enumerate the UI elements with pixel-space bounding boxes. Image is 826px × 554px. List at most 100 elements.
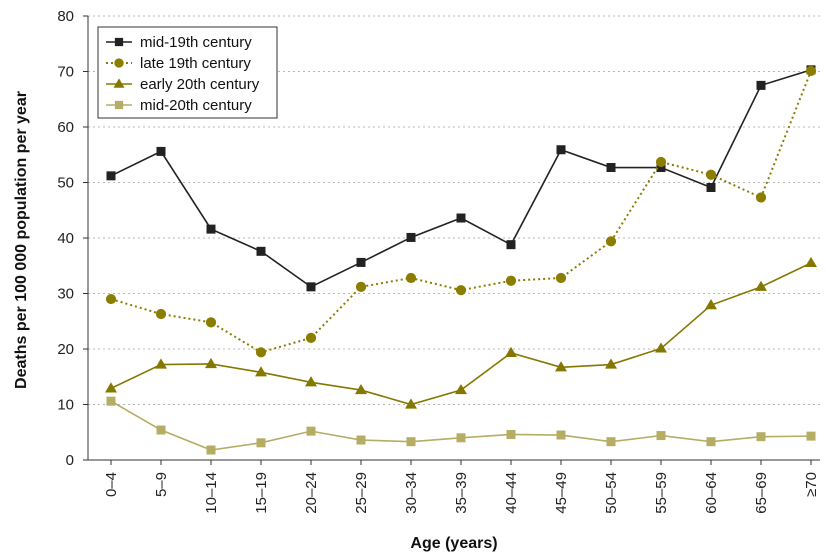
x-tick-label: 45–49 bbox=[553, 472, 570, 514]
x-tick-label: 40–44 bbox=[503, 472, 520, 514]
legend: mid-19th century late 19th century early 2… bbox=[97, 26, 278, 119]
series-1 bbox=[106, 65, 816, 292]
legend-marker bbox=[113, 78, 125, 88]
data-point bbox=[105, 382, 117, 393]
legend-label: early 20th century bbox=[140, 76, 260, 93]
data-point bbox=[556, 145, 566, 155]
x-tick-label: 0–4 bbox=[103, 472, 120, 497]
y-tick-label: 20 bbox=[57, 341, 74, 358]
x-tick-label: 15–19 bbox=[253, 472, 270, 514]
data-point bbox=[705, 299, 717, 310]
data-point bbox=[205, 357, 217, 369]
x-tick-label: 25–29 bbox=[353, 472, 370, 514]
data-point bbox=[406, 232, 416, 242]
data-point bbox=[655, 156, 667, 168]
x-tick-label: 60–64 bbox=[703, 472, 720, 514]
data-point bbox=[705, 169, 717, 180]
data-point bbox=[506, 429, 516, 439]
data-point bbox=[156, 425, 166, 435]
data-point bbox=[256, 246, 266, 256]
y-tick-label: 80 bbox=[57, 8, 74, 25]
data-point bbox=[805, 256, 817, 268]
legend-item: mid-19th century bbox=[106, 34, 252, 51]
y-tick-label: 70 bbox=[57, 64, 74, 81]
data-point bbox=[405, 272, 417, 284]
data-point bbox=[805, 65, 817, 77]
data-point bbox=[555, 361, 567, 372]
x-tick-label: ≥70 bbox=[803, 472, 820, 497]
data-point bbox=[505, 275, 517, 286]
legend-label: mid-20th century bbox=[140, 97, 252, 114]
data-point bbox=[605, 358, 617, 369]
y-tick-label: 10 bbox=[57, 397, 74, 414]
data-point bbox=[255, 366, 267, 377]
data-point bbox=[205, 317, 217, 328]
y-axis-title: Deaths per 100 000 population per year bbox=[13, 91, 30, 389]
legend-marker bbox=[114, 58, 124, 68]
data-point bbox=[406, 437, 416, 447]
data-point bbox=[105, 293, 117, 305]
data-point bbox=[555, 272, 567, 284]
legend-label: late 19th century bbox=[140, 55, 251, 72]
y-tick-label: 50 bbox=[57, 175, 74, 192]
series-2 bbox=[105, 65, 817, 358]
x-ticks: 0–4 5–9 10–14 15–19 20–24 25–29 30–34 35–39 40–4… bbox=[103, 460, 820, 514]
data-point bbox=[456, 433, 466, 443]
series-group bbox=[105, 65, 817, 455]
data-point bbox=[206, 445, 216, 455]
y-tick-label: 40 bbox=[57, 230, 74, 247]
x-tick-label: 55–59 bbox=[653, 472, 670, 514]
data-point bbox=[305, 332, 317, 343]
data-point bbox=[706, 182, 716, 192]
data-point bbox=[306, 282, 316, 292]
legend-label: mid-19th century bbox=[140, 34, 252, 51]
data-point bbox=[556, 430, 566, 440]
data-point bbox=[756, 432, 766, 442]
data-point bbox=[106, 171, 116, 181]
data-point bbox=[606, 163, 616, 173]
x-tick-label: 35–39 bbox=[453, 472, 470, 514]
legend-item: mid-20th century bbox=[106, 97, 252, 114]
data-point bbox=[155, 358, 167, 369]
legend-item: early 20th century bbox=[106, 76, 260, 93]
x-tick-label: 50–54 bbox=[603, 472, 620, 514]
x-tick-label: 65–69 bbox=[753, 472, 770, 514]
data-point bbox=[806, 431, 816, 441]
y-tick-label: 0 bbox=[66, 452, 74, 469]
data-point bbox=[155, 308, 167, 320]
x-tick-label: 20–24 bbox=[303, 472, 320, 514]
y-ticks: 0 10 20 30 40 50 60 70 80 bbox=[57, 8, 88, 469]
series-line bbox=[110, 262, 812, 406]
data-point bbox=[156, 146, 166, 156]
data-point bbox=[356, 435, 366, 445]
x-axis-title: Age (years) bbox=[410, 535, 497, 552]
data-point bbox=[606, 437, 616, 447]
data-point bbox=[456, 213, 466, 223]
data-point bbox=[256, 438, 266, 448]
data-point bbox=[656, 163, 666, 173]
data-point bbox=[455, 285, 467, 296]
legend-marker bbox=[114, 37, 124, 47]
data-point bbox=[505, 346, 517, 357]
data-point bbox=[206, 224, 216, 234]
legend-item: late 19th century bbox=[106, 55, 251, 72]
data-point bbox=[605, 236, 617, 247]
data-point bbox=[305, 376, 317, 387]
y-tick-label: 30 bbox=[57, 286, 74, 303]
x-tick-label: 5–9 bbox=[153, 472, 170, 497]
data-point bbox=[355, 383, 367, 395]
data-point bbox=[455, 383, 467, 395]
data-point bbox=[755, 192, 767, 203]
data-point bbox=[656, 431, 666, 441]
data-point bbox=[706, 437, 716, 447]
x-tick-label: 30–34 bbox=[403, 472, 420, 514]
data-point bbox=[506, 240, 516, 250]
legend-marker bbox=[114, 100, 124, 110]
data-point bbox=[655, 342, 667, 353]
data-point bbox=[355, 281, 367, 292]
data-point bbox=[405, 398, 417, 409]
data-point bbox=[356, 257, 366, 267]
y-tick-label: 60 bbox=[57, 119, 74, 136]
data-point bbox=[255, 347, 267, 358]
